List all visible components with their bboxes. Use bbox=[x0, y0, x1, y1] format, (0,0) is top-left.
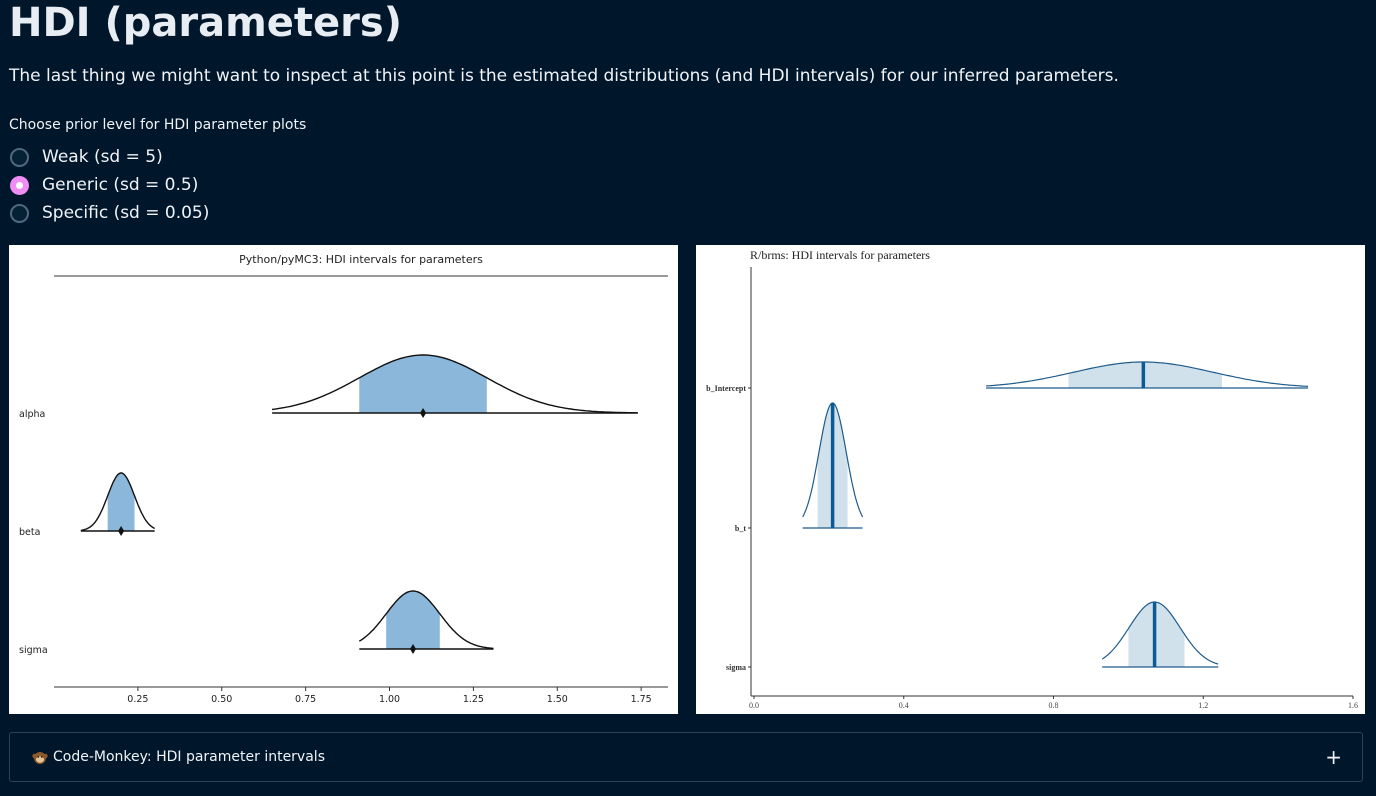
radio-option-weak[interactable]: Weak (sd = 5) bbox=[10, 143, 209, 171]
x-tick-label: 0.8 bbox=[1049, 701, 1059, 710]
y-label-sigma: sigma bbox=[19, 645, 48, 656]
hdi-fill-sigma bbox=[386, 591, 440, 649]
x-tick-label: 1.25 bbox=[463, 694, 484, 705]
radio-option-label: Generic (sd = 0.5) bbox=[42, 175, 199, 195]
density-curve-alpha bbox=[272, 354, 638, 414]
x-tick-label: 0.50 bbox=[211, 694, 232, 705]
x-tick-label: 1.2 bbox=[1198, 701, 1208, 710]
y-label-b_t: b_t bbox=[735, 524, 746, 533]
expand-toggle-icon[interactable]: + bbox=[1325, 745, 1342, 769]
x-tick-label: 1.75 bbox=[631, 694, 652, 705]
intro-text: The last thing we might want to inspect … bbox=[9, 66, 1119, 86]
x-tick-label: 0.75 bbox=[295, 694, 316, 705]
pymc3-hdi-plot: Python/pyMC3: HDI intervals for paramete… bbox=[9, 245, 678, 714]
radio-button-icon[interactable] bbox=[10, 175, 29, 195]
hdi-fill-alpha bbox=[359, 355, 487, 413]
density-curve-sigma bbox=[1101, 601, 1219, 665]
hdi-fill-beta bbox=[107, 473, 135, 531]
brms-hdi-chart: R/brms: HDI intervals for parameters 0.0 0… bbox=[706, 248, 1358, 710]
x-tick-label: 0.4 bbox=[899, 701, 909, 710]
y-label-alpha: alpha bbox=[19, 409, 45, 420]
mean-marker-alpha bbox=[420, 408, 427, 418]
x-tick-label: 1.00 bbox=[379, 694, 400, 705]
x-tick-label: 0.25 bbox=[127, 694, 148, 705]
pymc3-hdi-chart: Python/pyMC3: HDI intervals for paramete… bbox=[19, 253, 668, 705]
chart-title: R/brms: HDI intervals for parameters bbox=[750, 248, 930, 262]
density-curve-sigma bbox=[358, 590, 494, 650]
radio-option-specific[interactable]: Specific (sd = 0.05) bbox=[10, 199, 209, 227]
y-label-beta: beta bbox=[19, 527, 40, 538]
radio-button-icon[interactable] bbox=[10, 203, 29, 223]
prior-level-radio-group: Weak (sd = 5) Generic (sd = 0.5) Specifi… bbox=[10, 143, 209, 227]
radio-button-icon[interactable] bbox=[10, 147, 29, 167]
hdi-fill-b_Intercept bbox=[1068, 362, 1222, 388]
monkey-icon bbox=[32, 749, 48, 765]
radio-option-generic[interactable]: Generic (sd = 0.5) bbox=[10, 171, 209, 199]
density-curve-b_Intercept bbox=[986, 361, 1309, 387]
expander-label: Code-Monkey: HDI parameter intervals bbox=[53, 749, 325, 765]
x-tick-label: 1.50 bbox=[547, 694, 568, 705]
y-label-b_Intercept: b_Intercept bbox=[706, 384, 746, 393]
page-title: HDI (parameters) bbox=[9, 0, 402, 46]
hdi-fill-sigma bbox=[1128, 602, 1185, 667]
density-curve-beta bbox=[80, 472, 156, 532]
y-label-sigma: sigma bbox=[726, 663, 746, 672]
mean-marker-beta bbox=[118, 526, 125, 536]
mean-marker-sigma bbox=[410, 644, 417, 654]
code-monkey-expander[interactable]: Code-Monkey: HDI parameter intervals + bbox=[9, 732, 1363, 782]
brms-hdi-plot: R/brms: HDI intervals for parameters 0.0 0… bbox=[696, 245, 1365, 714]
radio-option-label: Weak (sd = 5) bbox=[42, 147, 163, 167]
radio-option-label: Specific (sd = 0.05) bbox=[42, 203, 210, 223]
x-tick-label: 0.0 bbox=[749, 701, 759, 710]
radio-group-label: Choose prior level for HDI parameter plo… bbox=[9, 117, 307, 133]
x-tick-label: 1.6 bbox=[1348, 701, 1358, 710]
chart-title: Python/pyMC3: HDI intervals for paramete… bbox=[239, 253, 483, 266]
